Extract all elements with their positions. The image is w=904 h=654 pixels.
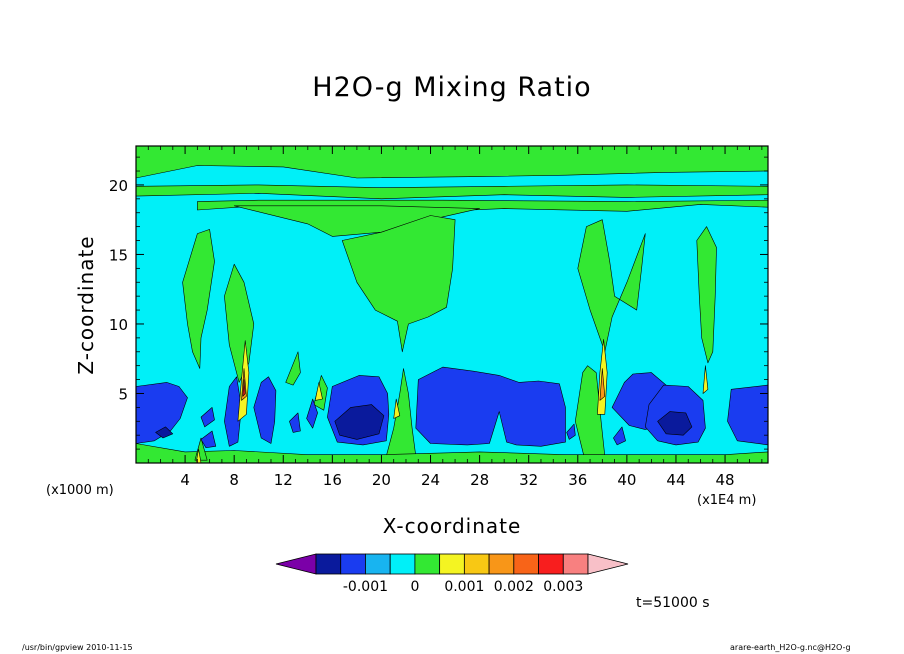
x-axis-unit-right: (x1E4 m) xyxy=(697,493,757,508)
x-tick-label: 16 xyxy=(323,471,342,489)
colorbar-swatch xyxy=(340,553,366,575)
x-tick-label: 8 xyxy=(229,471,239,489)
x-tick-label: 28 xyxy=(470,471,489,489)
contour-region-green xyxy=(285,351,301,386)
time-label: t=51000 s xyxy=(636,595,710,611)
x-tick-label: 36 xyxy=(568,471,587,489)
contour-region-green xyxy=(182,229,215,369)
colorbar-swatch xyxy=(538,553,564,575)
colorbar-swatch xyxy=(389,553,416,575)
x-tick-label: 48 xyxy=(716,471,735,489)
footer-command: /usr/bin/gpview 2010-11-15 xyxy=(22,643,133,652)
contour-region-yellow xyxy=(314,382,323,401)
contour-region-green xyxy=(696,226,717,364)
colorbar-max-arrow xyxy=(587,553,629,575)
plot-frame xyxy=(135,145,769,464)
colorbar-tick-label: 0.002 xyxy=(494,579,534,595)
colorbar-swatch xyxy=(488,553,515,575)
footer-source: arare-earth_H2O-g.nc@H2O-g xyxy=(730,643,851,652)
x-axis-ticks: 4 8 12 16 20 24 28 32 36 40 44 48 xyxy=(147,146,763,489)
x-tick-label: 4 xyxy=(180,471,190,489)
contour-region-blue xyxy=(200,407,215,428)
y-tick-label: 5 xyxy=(118,385,128,403)
contour-region-green xyxy=(136,146,768,179)
contour-region-blue xyxy=(289,412,301,433)
chart-title: H2O-g Mixing Ratio xyxy=(312,72,592,103)
contour-region-green xyxy=(136,184,768,200)
x-tick-label: 40 xyxy=(617,471,636,489)
colorbar-tick-label: 0.003 xyxy=(543,579,583,595)
y-tick-label: 15 xyxy=(109,246,128,264)
x-tick-label: 12 xyxy=(274,471,293,489)
colorbar-swatch xyxy=(439,553,465,575)
contour-region-blue xyxy=(306,398,318,429)
contour-region-red xyxy=(242,379,246,397)
contour-region-green xyxy=(385,368,417,457)
x-axis-label: X-coordinate xyxy=(382,514,522,538)
contour-region-green xyxy=(136,443,768,463)
x-tick-label: 20 xyxy=(372,471,391,489)
contour-region-blue xyxy=(613,426,626,446)
y-axis-ticks: 5 10 15 20 xyxy=(109,156,768,450)
colorbar-swatch xyxy=(513,553,539,575)
contour-region-orange xyxy=(599,368,606,401)
colorbar-swatch xyxy=(315,553,342,575)
colorbar-min-arrow xyxy=(275,553,317,575)
colorbar-swatch xyxy=(365,553,391,575)
colorbar-swatch xyxy=(463,553,490,575)
colorbar-tick-label: 0 xyxy=(410,579,419,595)
contour-region-dark-blue xyxy=(155,426,174,439)
contour-region-blue xyxy=(727,384,768,446)
x-tick-label: 32 xyxy=(519,471,538,489)
contour-region-blue xyxy=(136,382,188,444)
contour-region-yellow xyxy=(702,365,709,394)
x-tick-label: 44 xyxy=(666,471,685,489)
contour-region-dark-blue xyxy=(657,411,693,436)
x-tick-label: 24 xyxy=(421,471,440,489)
contour-region-blue xyxy=(566,423,576,440)
x-axis-unit-left: (x1000 m) xyxy=(46,483,114,498)
contour-region-blue xyxy=(200,430,217,449)
colorbar-swatch xyxy=(562,553,589,575)
contour-region-blue xyxy=(224,376,242,447)
colorbar-tick-label: 0.001 xyxy=(444,579,484,595)
contour-region-green xyxy=(577,219,646,353)
colorbar: -0.001 0 0.001 0.002 0.003 xyxy=(275,553,629,595)
contour-region-dark-blue xyxy=(334,404,385,440)
contour-region-blue xyxy=(415,366,566,447)
contour-region-blue xyxy=(253,376,277,444)
contour-region-green xyxy=(341,215,456,353)
contour-regions xyxy=(136,146,768,463)
colorbar-tick-label: -0.001 xyxy=(343,579,388,595)
y-tick-label: 10 xyxy=(109,316,128,334)
contour-region-yellow xyxy=(393,398,401,419)
colorbar-swatch xyxy=(414,553,441,575)
y-tick-label: 20 xyxy=(109,177,128,195)
